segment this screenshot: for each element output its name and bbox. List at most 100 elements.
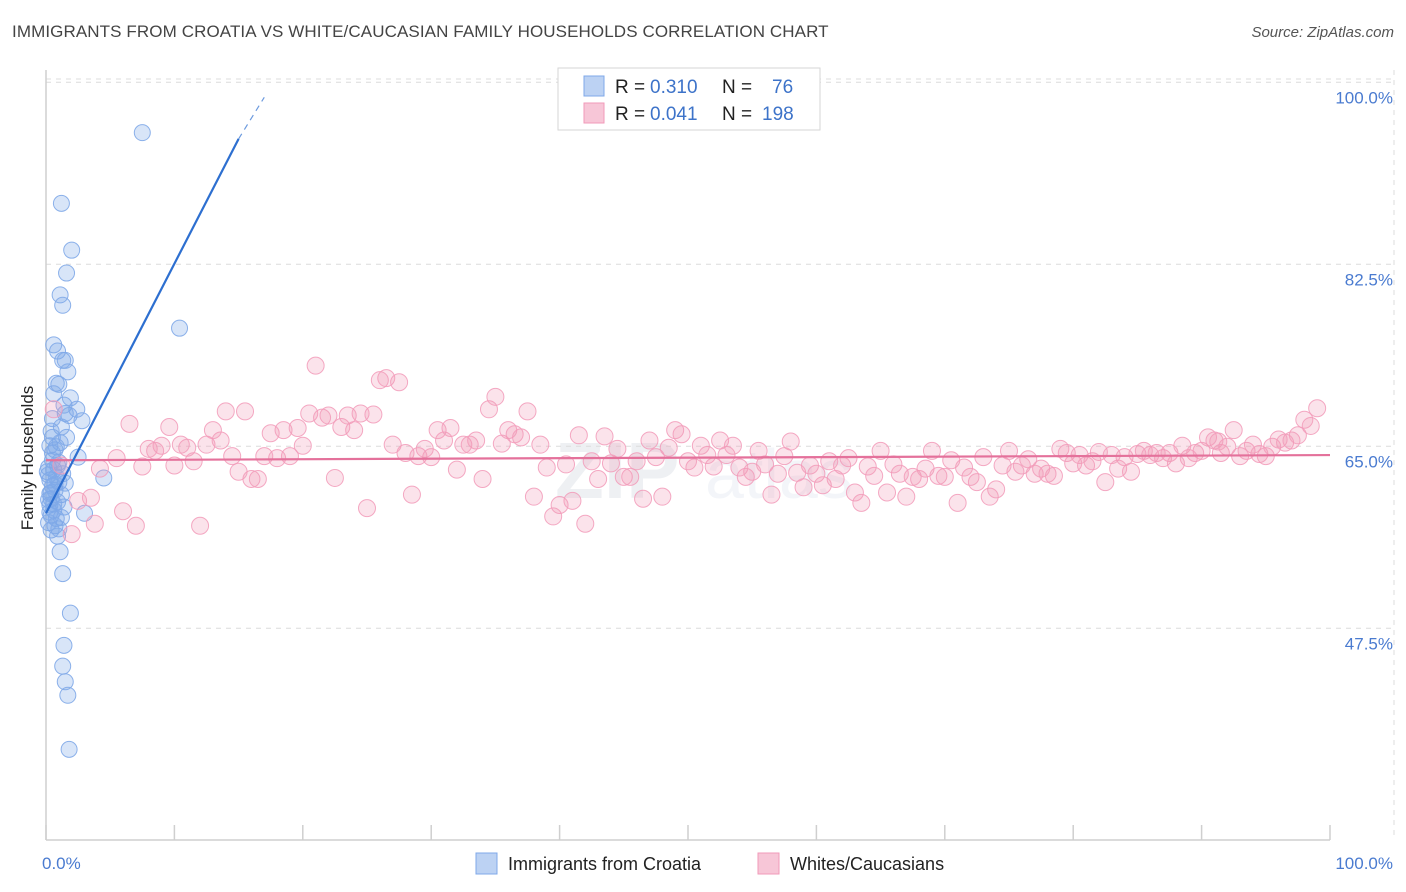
whites-point-88 bbox=[627, 452, 646, 471]
y-tick-label-3: 100.0% bbox=[1335, 88, 1393, 107]
whites-point-121 bbox=[839, 449, 858, 468]
croatia-point-58 bbox=[56, 673, 74, 691]
whites-point-193 bbox=[1301, 416, 1320, 435]
whites-point-93 bbox=[659, 438, 678, 457]
whites-point-85 bbox=[608, 439, 627, 458]
whites-point-132 bbox=[910, 469, 929, 488]
legend-swatch-whites bbox=[583, 102, 605, 124]
whites-point-136 bbox=[935, 467, 954, 486]
whites-point-126 bbox=[871, 441, 890, 460]
whites-point-29 bbox=[248, 469, 267, 488]
whites-point-135 bbox=[929, 466, 948, 485]
whites-point-95 bbox=[672, 425, 691, 444]
whites-point-19 bbox=[184, 452, 203, 471]
series-whites-points bbox=[44, 356, 1327, 544]
y-tick-label-0: 47.5% bbox=[1345, 634, 1393, 653]
whites-point-195 bbox=[1209, 432, 1228, 451]
series-legend: Immigrants from Croatia Whites/Caucasian… bbox=[475, 852, 944, 875]
whites-point-83 bbox=[595, 427, 614, 446]
whites-point-82 bbox=[589, 469, 608, 488]
whites-point-50 bbox=[383, 435, 402, 454]
whites-point-144 bbox=[987, 480, 1006, 499]
whites-point-8 bbox=[114, 502, 133, 521]
whites-point-63 bbox=[467, 431, 486, 450]
whites-point-75 bbox=[544, 507, 563, 526]
whites-point-139 bbox=[955, 458, 974, 477]
whites-point-127 bbox=[878, 483, 897, 502]
whites-point-46 bbox=[358, 499, 376, 518]
y-tick-label-2: 82.5% bbox=[1345, 270, 1393, 289]
whites-point-161 bbox=[1096, 473, 1115, 492]
legend-swatch-croatia bbox=[583, 75, 605, 97]
croatia-point-3 bbox=[58, 264, 76, 282]
whites-point-109 bbox=[762, 485, 781, 504]
whites-point-64 bbox=[473, 469, 492, 488]
y-tick-labels: 47.5% 65.0% 82.5% 100.0% bbox=[1335, 88, 1393, 653]
whites-point-122 bbox=[845, 483, 864, 502]
whites-point-16 bbox=[165, 456, 184, 475]
croatia-trend-extension bbox=[238, 96, 265, 140]
whites-point-141 bbox=[967, 473, 986, 492]
whites-point-15 bbox=[160, 417, 179, 436]
croatia-point-57 bbox=[54, 657, 72, 675]
whites-point-97 bbox=[685, 458, 704, 477]
whites-point-191 bbox=[1288, 426, 1307, 445]
whites-point-45 bbox=[351, 404, 370, 423]
whites-point-71 bbox=[518, 402, 537, 421]
legend-n-value-croatia: 76 bbox=[772, 77, 793, 98]
whites-point-35 bbox=[288, 419, 307, 438]
whites-point-70 bbox=[512, 428, 531, 447]
croatia-point-1 bbox=[52, 194, 70, 212]
whites-point-59 bbox=[441, 419, 460, 438]
whites-point-175 bbox=[1186, 443, 1205, 462]
whites-point-3 bbox=[81, 488, 100, 507]
croatia-point-35 bbox=[95, 469, 113, 487]
whites-point-152 bbox=[1038, 464, 1057, 483]
x-tick-label-max: 100.0% bbox=[1335, 854, 1393, 873]
croatia-point-55 bbox=[61, 604, 79, 622]
whites-point-72 bbox=[524, 487, 543, 506]
whites-point-33 bbox=[274, 421, 293, 440]
whites-point-27 bbox=[236, 402, 255, 421]
croatia-point-4 bbox=[51, 286, 69, 304]
croatia-point-68 bbox=[47, 438, 65, 456]
legend-r-value-whites: 0.041 bbox=[650, 104, 698, 125]
whites-point-0 bbox=[44, 400, 63, 419]
whites-point-20 bbox=[191, 516, 210, 535]
whites-point-6 bbox=[90, 459, 109, 478]
croatia-point-11 bbox=[59, 363, 77, 381]
y-tick-label-1: 65.0% bbox=[1345, 452, 1393, 471]
legend-n-value-whites: 198 bbox=[762, 104, 794, 125]
whites-point-23 bbox=[211, 431, 230, 450]
whites-point-92 bbox=[653, 487, 672, 506]
whites-point-123 bbox=[852, 493, 871, 512]
whites-point-78 bbox=[563, 491, 582, 510]
whites-point-80 bbox=[576, 514, 595, 533]
whites-point-165 bbox=[1121, 462, 1140, 481]
whites-point-103 bbox=[723, 436, 742, 455]
whites-point-41 bbox=[325, 468, 344, 487]
whites-point-112 bbox=[781, 432, 800, 451]
whites-point-181 bbox=[1224, 421, 1243, 440]
legend-n-label-croatia: N = bbox=[722, 77, 752, 98]
whites-point-89 bbox=[634, 489, 653, 508]
whites-point-11 bbox=[133, 457, 152, 476]
whites-point-79 bbox=[569, 426, 588, 445]
whites-point-47 bbox=[364, 405, 383, 424]
whites-point-102 bbox=[717, 446, 736, 465]
whites-point-51 bbox=[390, 373, 409, 392]
whites-point-194 bbox=[1308, 399, 1327, 418]
whites-point-56 bbox=[422, 448, 441, 467]
whites-point-22 bbox=[203, 421, 222, 440]
whites-point-116 bbox=[807, 464, 826, 483]
whites-point-110 bbox=[768, 464, 787, 483]
croatia-point-56 bbox=[55, 636, 73, 654]
whites-point-184 bbox=[1243, 435, 1262, 454]
whites-point-28 bbox=[242, 469, 261, 488]
whites-point-138 bbox=[948, 493, 967, 512]
whites-point-86 bbox=[614, 467, 633, 486]
croatia-trend-line bbox=[45, 138, 240, 514]
x-tick-labels: 0.0% 100.0% bbox=[42, 854, 1393, 873]
croatia-point-15 bbox=[45, 385, 63, 403]
whites-point-66 bbox=[486, 387, 505, 406]
